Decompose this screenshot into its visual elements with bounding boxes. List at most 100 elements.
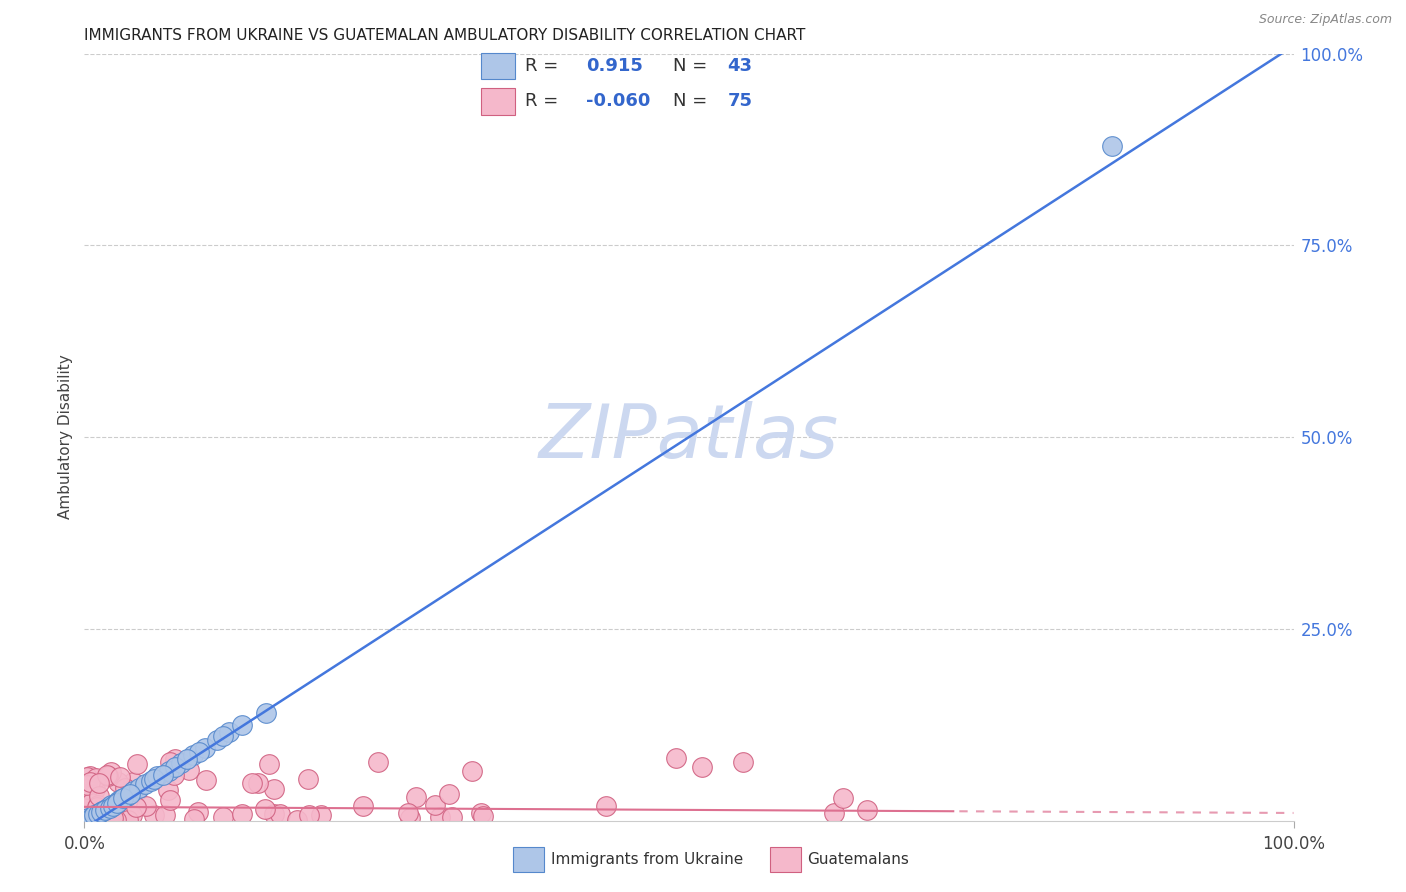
Point: [76, 797, 98, 811]
Text: ZIPatlas: ZIPatlas: [538, 401, 839, 473]
Point: [441, 810, 464, 824]
Point: [127, 784, 149, 798]
Point: [470, 805, 492, 820]
Point: [352, 798, 374, 813]
Point: [96, 768, 118, 782]
Point: [87, 805, 110, 820]
Point: [855, 803, 877, 817]
Point: [429, 810, 451, 824]
Text: 75: 75: [727, 93, 752, 111]
Point: [139, 773, 162, 788]
FancyBboxPatch shape: [481, 54, 515, 79]
Point: [263, 807, 285, 822]
Point: [143, 772, 166, 787]
Point: [112, 791, 135, 805]
Point: [690, 760, 713, 774]
Point: [207, 733, 229, 747]
Point: [194, 772, 217, 787]
Point: [134, 777, 156, 791]
Point: [405, 789, 427, 804]
Point: [832, 790, 855, 805]
Point: [104, 797, 127, 811]
Point: [87, 789, 110, 803]
Y-axis label: Ambulatory Disability: Ambulatory Disability: [58, 355, 73, 519]
Point: [101, 813, 124, 827]
Point: [157, 764, 180, 778]
Point: [108, 770, 131, 784]
Point: [595, 799, 617, 814]
Point: [367, 755, 389, 769]
Point: [79, 811, 101, 825]
Point: [231, 717, 253, 731]
Point: [437, 787, 460, 801]
Point: [121, 808, 143, 822]
Point: [183, 812, 205, 826]
FancyBboxPatch shape: [481, 88, 515, 114]
Point: [97, 769, 120, 783]
Point: [103, 805, 125, 820]
Point: [165, 760, 187, 774]
Point: [83, 808, 105, 822]
Point: [733, 755, 755, 769]
Point: [247, 776, 270, 790]
Point: [115, 789, 138, 803]
Point: [94, 802, 117, 816]
Point: [103, 811, 125, 825]
Point: [100, 765, 122, 780]
Point: [80, 810, 103, 824]
Point: [135, 799, 157, 814]
Text: 0.915: 0.915: [586, 57, 643, 75]
Point: [77, 811, 100, 825]
Point: [399, 811, 422, 825]
Point: [76, 770, 98, 784]
Point: [146, 769, 169, 783]
Point: [76, 781, 98, 796]
Point: [461, 764, 484, 778]
Point: [125, 757, 148, 772]
Point: [110, 792, 132, 806]
Point: [125, 799, 148, 814]
Text: R =: R =: [524, 93, 564, 111]
Text: -0.060: -0.060: [586, 93, 650, 111]
Point: [188, 745, 211, 759]
Point: [157, 783, 180, 797]
Point: [823, 806, 845, 821]
Point: [87, 797, 110, 812]
Point: [181, 748, 204, 763]
Point: [86, 807, 108, 822]
Point: [165, 752, 187, 766]
Point: [253, 801, 276, 815]
Point: [105, 796, 128, 810]
Point: [177, 763, 200, 777]
Point: [84, 781, 107, 796]
Point: [163, 768, 186, 782]
Point: [298, 807, 321, 822]
Point: [79, 775, 101, 789]
Point: [107, 774, 129, 789]
Point: [122, 775, 145, 789]
Point: [311, 807, 333, 822]
Point: [194, 740, 217, 755]
Point: [218, 725, 240, 739]
Point: [79, 797, 101, 811]
Text: Guatemalans: Guatemalans: [807, 853, 908, 867]
Point: [94, 803, 117, 817]
Point: [100, 798, 122, 813]
Text: N =: N =: [673, 93, 713, 111]
Point: [212, 810, 235, 824]
Point: [80, 796, 103, 810]
Text: 43: 43: [727, 57, 752, 75]
Point: [1101, 138, 1123, 153]
Point: [90, 805, 112, 820]
Point: [79, 769, 101, 783]
Point: [77, 813, 100, 827]
Point: [285, 813, 308, 827]
Point: [142, 807, 165, 822]
Point: [176, 752, 198, 766]
Point: [86, 806, 108, 821]
Point: [665, 751, 688, 765]
Text: Immigrants from Ukraine: Immigrants from Ukraine: [551, 853, 744, 867]
Point: [425, 797, 447, 812]
Point: [159, 793, 181, 807]
Text: N =: N =: [673, 57, 713, 75]
